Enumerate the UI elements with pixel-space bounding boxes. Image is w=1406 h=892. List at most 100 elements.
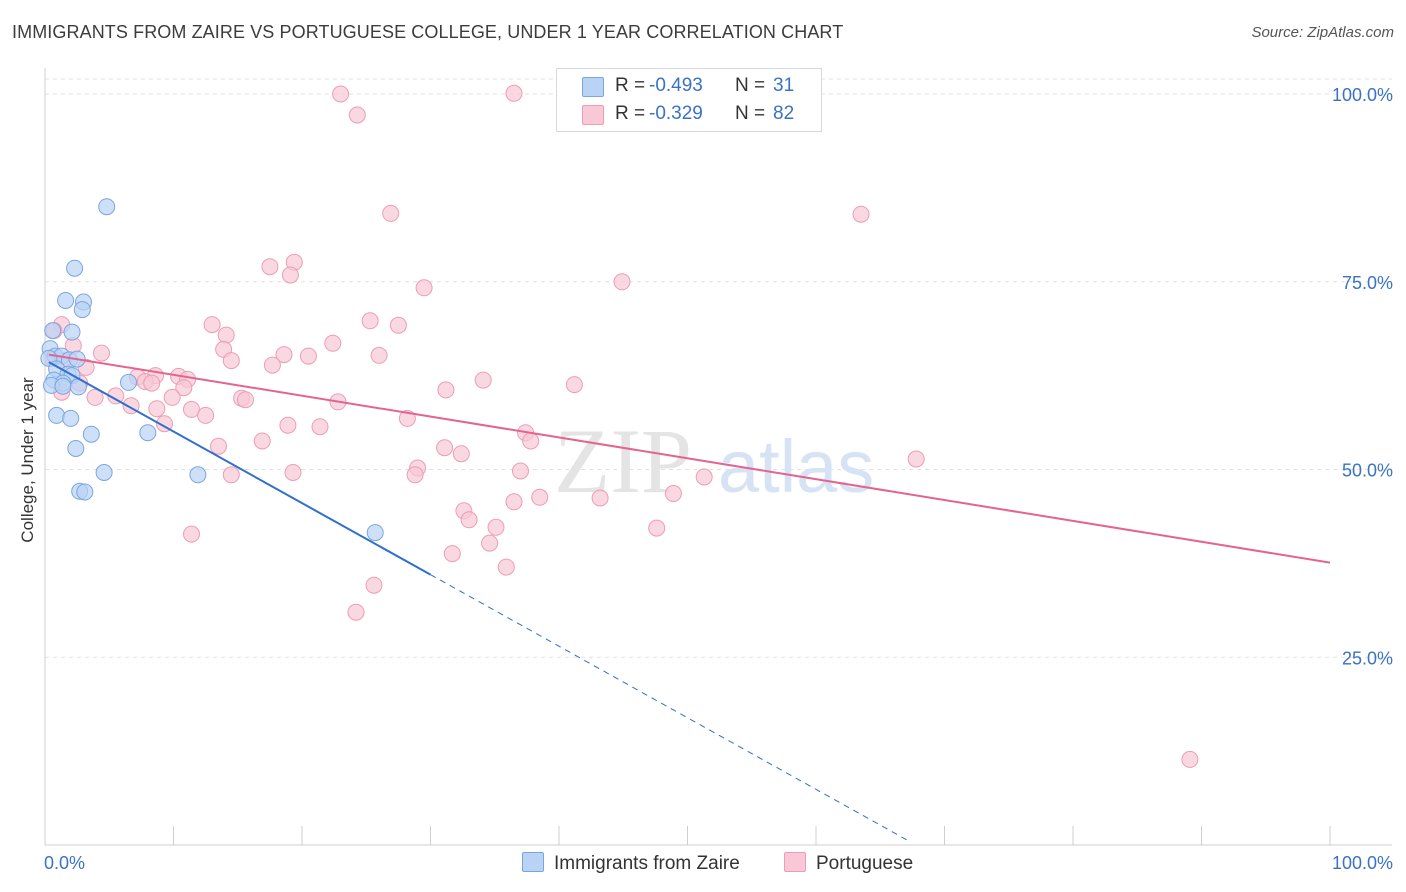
legend-r-label: R = [615,103,646,124]
point-portuguese [415,279,433,297]
point-portuguese [1181,750,1199,768]
point-portuguese [275,346,293,364]
axes [44,68,1392,846]
trend-line-zaire [48,361,431,576]
point-portuguese [613,273,631,291]
point-portuguese [361,312,379,330]
trend-lines [48,353,1331,842]
point-portuguese [365,576,383,594]
point-zaire [95,464,113,481]
point-portuguese [436,439,454,457]
point-portuguese [505,493,523,511]
point-portuguese [481,534,499,552]
point-portuguese [474,371,492,389]
gridlines [45,78,1392,658]
point-portuguese [281,266,299,284]
point-portuguese [175,379,193,397]
point-portuguese [217,326,235,344]
legend-n-value-zaire: 31 [773,75,795,96]
point-portuguese [531,488,549,506]
point-portuguese [210,437,227,455]
point-portuguese [348,106,366,124]
point-portuguese [261,258,279,276]
point-portuguese [203,316,221,334]
point-portuguese [253,432,271,450]
point-portuguese [565,376,583,394]
y-tick-label: 25.0% [1342,648,1393,668]
point-portuguese [183,400,200,418]
bottom-legend-label-portuguese: Portuguese [816,853,914,874]
point-portuguese [183,525,200,543]
point-zaire [366,524,384,542]
legend-row-portuguese: R = -0.329 N = 82 [557,100,821,128]
point-portuguese [664,485,682,502]
point-portuguese [370,346,388,364]
point-portuguese [406,466,424,484]
point-portuguese [143,374,161,392]
point-zaire [73,301,91,319]
legend-swatch-portuguese [582,105,604,125]
x-tick-label-min: 0.0% [44,853,85,873]
bottom-swatch-portuguese [784,852,806,872]
point-zaire [67,440,85,457]
point-portuguese [443,545,461,563]
point-portuguese [591,489,609,507]
bottom-legend-zaire: Immigrants from Zaire [522,852,740,875]
point-zaire [44,322,62,340]
legend-row-zaire: R = -0.493 N = 31 [557,72,821,100]
point-portuguese [324,334,342,352]
legend-n-label: N = [735,75,766,96]
point-portuguese [347,603,365,621]
point-zaire [76,483,94,501]
point-zaire [63,323,81,341]
legend-r-label: R = [615,75,646,96]
legend-swatch-zaire [582,77,604,97]
point-portuguese [907,450,925,468]
point-portuguese [852,205,870,223]
y-tick-label: 100.0% [1332,85,1393,105]
y-tick-label: 75.0% [1342,273,1393,293]
point-zaire [62,409,80,427]
point-portuguese [452,445,470,463]
point-portuguese [237,391,254,409]
point-portuguese [497,558,515,576]
point-portuguese [263,356,281,374]
point-zaire [98,198,116,216]
trend-line-zaire-extension [430,574,911,842]
point-portuguese [389,316,407,334]
point-zaire [57,292,75,309]
y-tick-label: 50.0% [1342,461,1393,481]
point-zaire [54,377,72,395]
point-portuguese [505,84,523,102]
chart-title: IMMIGRANTS FROM ZAIRE VS PORTUGUESE COLL… [12,22,844,42]
point-zaire [120,373,137,391]
point-portuguese [148,400,166,418]
legend-n-label: N = [735,103,766,124]
point-zaire [48,406,66,424]
point-zaire [82,425,100,443]
point-portuguese [279,416,297,434]
tick-labels: 25.0% 50.0% 75.0% 100.0% 0.0% 100.0% [44,85,1393,873]
point-portuguese [332,85,350,103]
point-portuguese [86,388,104,406]
point-zaire [66,259,84,277]
point-portuguese [460,511,478,529]
bottom-swatch-zaire [522,852,544,872]
point-portuguese [512,462,529,480]
legend-n-value-portuguese: 82 [773,103,795,124]
point-zaire [189,466,207,484]
point-portuguese [197,406,215,424]
point-portuguese [311,418,329,436]
point-zaire [139,424,157,442]
y-axis-label: College, Under 1 year [18,377,37,543]
point-portuguese [222,352,240,370]
point-portuguese [299,347,317,365]
point-portuguese [93,344,110,362]
point-portuguese [648,519,666,537]
data-points [40,84,1199,768]
point-portuguese [382,204,400,222]
trend-line-portuguese [48,353,1331,564]
point-portuguese [695,468,713,486]
legend-r-value-zaire: -0.493 [649,75,703,96]
